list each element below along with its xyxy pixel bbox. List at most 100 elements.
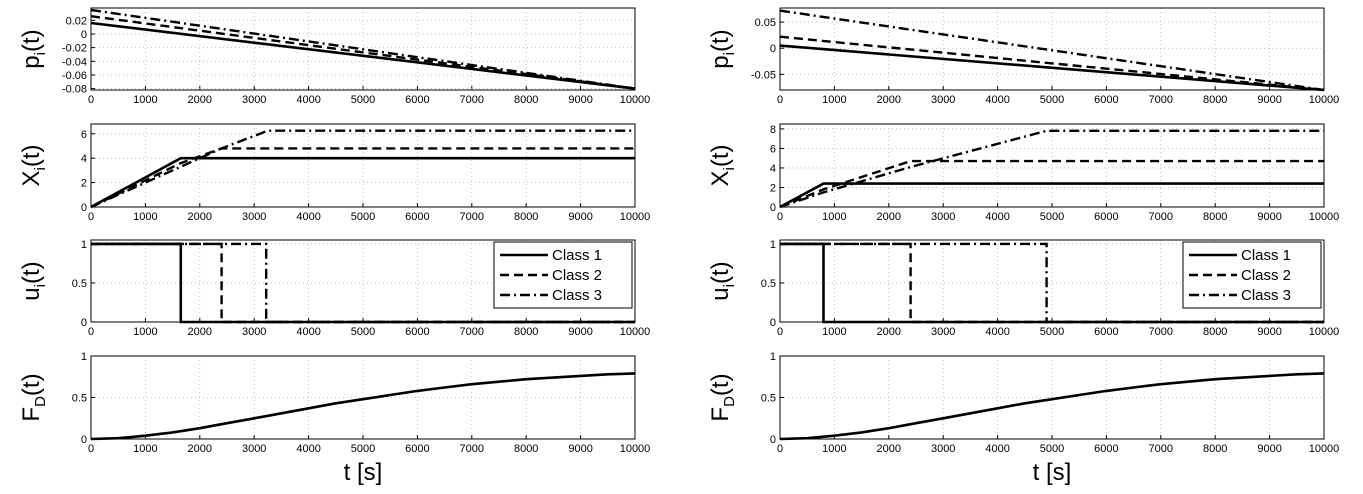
y-tick-label: -0.05 — [751, 69, 776, 81]
y-tick-label: 6 — [770, 143, 776, 155]
x-tick-label: 5000 — [1040, 211, 1064, 223]
y-tick-label: 2 — [770, 182, 776, 194]
x-tick-label: 2000 — [188, 326, 212, 338]
x-tick-label: 0 — [88, 94, 94, 106]
x-tick-label: 9000 — [1257, 211, 1281, 223]
x-tick-label: 4000 — [296, 211, 320, 223]
y-axis-label-suffix: (t) — [18, 29, 45, 52]
x-tick-label: 3000 — [242, 211, 266, 223]
y-tick-label: 4 — [81, 153, 87, 165]
x-tick-label: 7000 — [460, 326, 484, 338]
series-line-3 — [91, 129, 635, 209]
legend-entry-1: Class 1 — [552, 247, 602, 264]
y-tick-label: 0 — [81, 29, 87, 41]
x-tick-label: 10000 — [620, 211, 651, 223]
x-tick-label: 0 — [777, 211, 783, 223]
y-tick-label: 0 — [770, 43, 776, 55]
y-axis-label-suffix: (t) — [18, 144, 45, 167]
x-tick-label: 0 — [777, 326, 783, 338]
y-axis-label: pi(t) — [18, 29, 49, 68]
x-tick-label: 8000 — [514, 211, 538, 223]
x-tick-label: 3000 — [242, 326, 266, 338]
x-tick-label: 10000 — [620, 443, 651, 455]
y-axis-label-suffix: (t) — [707, 144, 734, 167]
series-line-1 — [780, 182, 1324, 209]
y-axis-label-subscript: i — [721, 167, 738, 170]
series-line-1 — [91, 372, 635, 441]
y-tick-label: 0 — [81, 434, 87, 446]
x-tick-label: 6000 — [1094, 326, 1118, 338]
y-axis-label: ui(t) — [18, 261, 49, 300]
x-tick-label: 10000 — [1309, 211, 1340, 223]
x-tick-label: 6000 — [405, 326, 429, 338]
legend-entry-3: Class 3 — [552, 287, 602, 304]
x-tick-label: 9000 — [568, 326, 592, 338]
x-tick-label: 0 — [777, 94, 783, 106]
x-tick-label: 9000 — [568, 211, 592, 223]
x-tick-label: 5000 — [1040, 443, 1064, 455]
x-tick-label: 0 — [88, 211, 94, 223]
y-tick-label: 0.02 — [66, 15, 87, 27]
x-tick-label: 8000 — [1203, 211, 1227, 223]
x-tick-label: 2000 — [188, 94, 212, 106]
axes-frame — [90, 7, 636, 91]
y-tick-label: 0 — [770, 202, 776, 214]
y-axis-label-main: F — [707, 407, 734, 422]
y-tick-label: 1 — [81, 351, 87, 363]
y-tick-label: 8 — [770, 124, 776, 136]
series-line-2 — [91, 147, 635, 209]
subplot-6: 0 1000 2000 3000 4000 5000 6000 7000 8000 9000 100… — [707, 123, 1340, 223]
x-tick-label: 10000 — [1309, 94, 1340, 106]
x-tick-label: 5000 — [351, 94, 375, 106]
y-tick-label: 0 — [770, 317, 776, 329]
x-tick-label: 9000 — [568, 94, 592, 106]
y-axis-label-subscript: i — [32, 52, 49, 55]
y-axis-label-subscript: D — [32, 396, 49, 407]
x-tick-label: 1000 — [822, 94, 846, 106]
x-tick-label: 6000 — [1094, 211, 1118, 223]
subplot-4: 0 1000 2000 3000 4000 5000 6000 7000 8000 9000 100… — [18, 351, 650, 486]
x-tick-label: 3000 — [931, 326, 955, 338]
y-axis-label: FD(t) — [707, 373, 738, 421]
x-tick-label: 5000 — [1040, 94, 1064, 106]
series-line-2 — [780, 159, 1324, 209]
x-tick-label: 6000 — [1094, 443, 1118, 455]
subplot-7: 0 1000 2000 3000 4000 5000 6000 7000 8000 9000 100… — [707, 239, 1339, 338]
x-tick-label: 7000 — [1149, 326, 1173, 338]
series-line-1 — [780, 372, 1324, 441]
x-tick-label: 2000 — [188, 211, 212, 223]
y-axis-label: ui(t) — [707, 261, 738, 300]
y-tick-label: 1 — [81, 239, 87, 251]
x-axis-label: t [s] — [344, 459, 383, 486]
axes-frame — [779, 123, 1325, 208]
series-line-2 — [780, 242, 1324, 324]
x-tick-label: 7000 — [460, 443, 484, 455]
series-line-1 — [780, 44, 1324, 92]
y-tick-label: -0.06 — [62, 70, 87, 82]
axes-frame — [90, 355, 636, 440]
x-tick-label: 0 — [88, 326, 94, 338]
y-axis-label-main: p — [18, 55, 45, 68]
y-axis-label-suffix: (t) — [707, 373, 734, 396]
x-tick-label: 3000 — [242, 443, 266, 455]
y-axis-label-main: p — [707, 55, 734, 68]
legend: Class 1 Class 2 Class 3 — [1182, 241, 1322, 309]
y-axis-label-suffix: (t) — [18, 261, 45, 284]
x-tick-label: 2000 — [877, 443, 901, 455]
x-tick-label: 0 — [777, 443, 783, 455]
x-tick-label: 2000 — [877, 326, 901, 338]
x-tick-label: 10000 — [620, 326, 651, 338]
x-tick-label: 6000 — [405, 94, 429, 106]
x-tick-label: 7000 — [1149, 94, 1173, 106]
series-line-3 — [91, 242, 635, 324]
y-axis-label-suffix: (t) — [18, 373, 45, 396]
x-tick-label: 7000 — [1149, 211, 1173, 223]
series-line-3 — [780, 242, 1324, 324]
x-tick-label: 6000 — [1094, 94, 1118, 106]
x-tick-label: 1000 — [822, 211, 846, 223]
x-tick-label: 8000 — [514, 94, 538, 106]
y-axis-label-main: u — [707, 287, 734, 300]
y-axis-label: FD(t) — [18, 373, 49, 421]
y-axis-label: Xi(t) — [18, 144, 49, 186]
